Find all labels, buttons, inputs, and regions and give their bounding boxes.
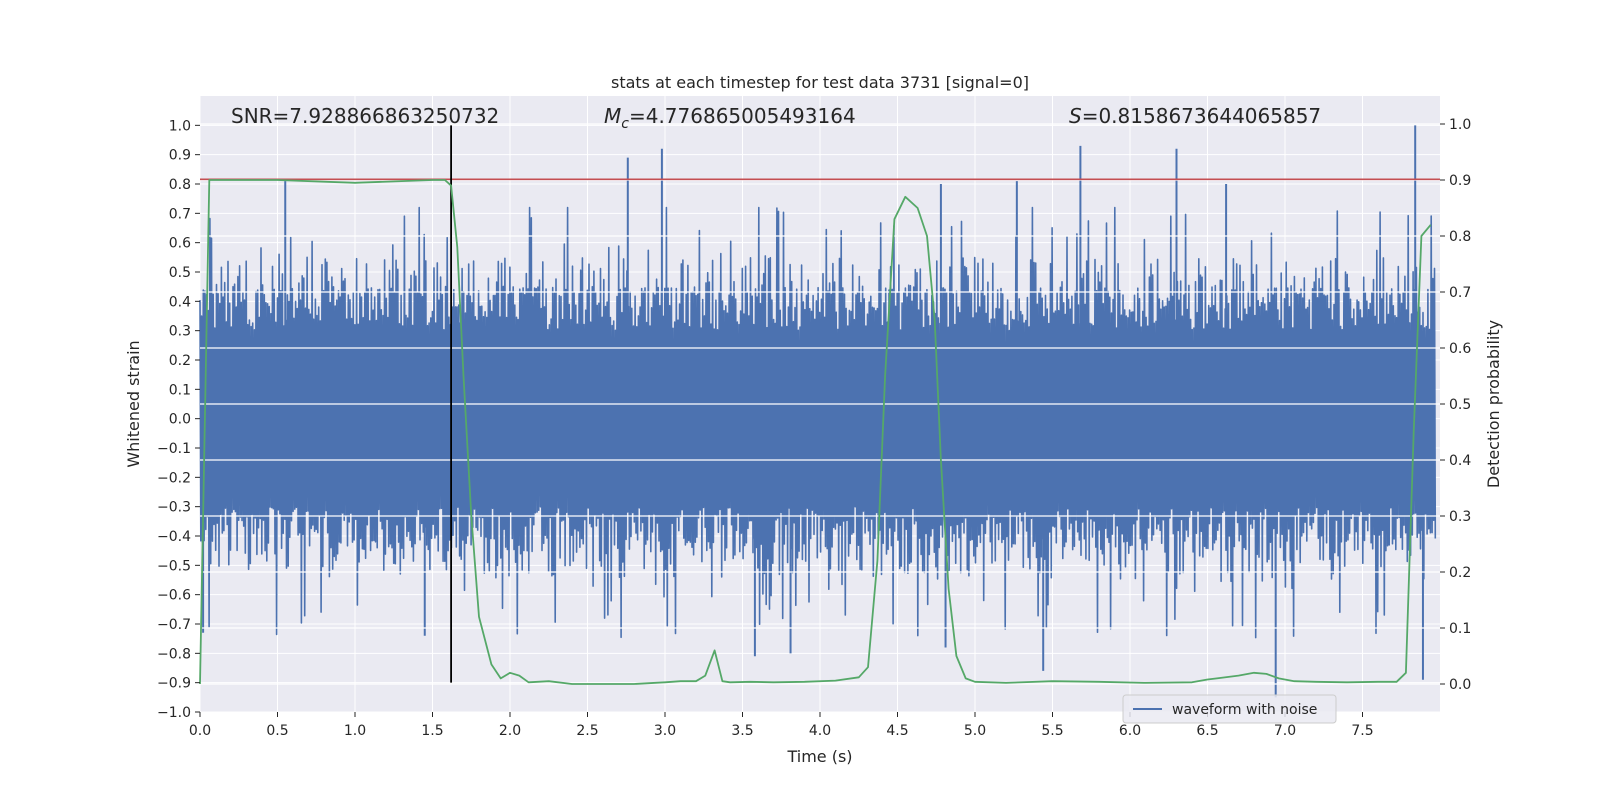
y-left-tick-label: −0.7 xyxy=(157,617,191,633)
s-value: =0.8158673644065857 xyxy=(1082,104,1321,128)
x-tick-label: 2.5 xyxy=(576,723,598,739)
y-right-tick-label: 0.5 xyxy=(1449,397,1471,413)
x-tick-label: 1.0 xyxy=(344,723,366,739)
legend-label: waveform with noise xyxy=(1172,702,1317,718)
y-left-tick-label: −0.8 xyxy=(157,646,191,662)
y-left-tick-label: −0.6 xyxy=(157,588,191,604)
y-right-tick-label: 0.6 xyxy=(1449,341,1471,357)
y-right-tick-label: 0.0 xyxy=(1449,677,1471,693)
x-tick-label: 6.5 xyxy=(1196,723,1218,739)
y-right-tick-label: 0.4 xyxy=(1449,453,1471,469)
y-left-tick-label: −0.2 xyxy=(157,470,191,486)
y-left-tick-label: 0.2 xyxy=(169,353,191,369)
y-axis-label-left: Whitened strain xyxy=(124,340,143,467)
mc-subscript: c xyxy=(621,116,629,132)
s-annotation: S=0.8158673644065857 xyxy=(1069,104,1321,128)
waveform-series xyxy=(199,125,1437,698)
y-right-tick-label: 0.8 xyxy=(1449,229,1471,245)
y-right-tick-label: 0.9 xyxy=(1449,173,1471,189)
y-left-tick-label: −0.3 xyxy=(157,500,191,516)
tick-labels: 0.0 0.5 1.0 1.5 2.0 2.5 3.0 3.5 4.0 4.5 5.0 5.5 6.0 6… xyxy=(157,117,1471,739)
y-left-tick-label: 0.4 xyxy=(169,294,191,310)
x-tick-label: 2.0 xyxy=(499,723,521,739)
y-right-tick-label: 0.7 xyxy=(1449,285,1471,301)
y-right-tick-label: 0.1 xyxy=(1449,621,1471,637)
legend-box xyxy=(1122,694,1337,724)
x-tick-label: 7.5 xyxy=(1351,723,1373,739)
y-left-tick-label: 0.5 xyxy=(169,265,191,281)
x-tick-label: 1.5 xyxy=(421,723,443,739)
mc-value: =4.776865005493164 xyxy=(629,104,856,128)
x-tick-label: 0.0 xyxy=(189,723,211,739)
y-left-tick-label: 0.8 xyxy=(169,177,191,193)
x-tick-label: 7.0 xyxy=(1274,723,1296,739)
y-left-tick-label: 1.0 xyxy=(169,118,191,134)
x-tick-label: 6.0 xyxy=(1119,723,1141,739)
y-right-tick-label: 0.2 xyxy=(1449,565,1471,581)
y-left-tick-label: −0.5 xyxy=(157,558,191,574)
y-left-tick-label: 0.7 xyxy=(169,206,191,222)
probability-line xyxy=(199,179,1432,685)
chirp-mass-annotation: Mc=4.776865005493164 xyxy=(604,104,856,132)
mc-symbol: M xyxy=(604,104,621,128)
y-left-tick-label: 0.6 xyxy=(169,236,191,252)
x-tick-label: 4.0 xyxy=(809,723,831,739)
x-tick-label: 5.5 xyxy=(1041,723,1063,739)
legend: waveform with noise xyxy=(1122,694,1337,724)
y-left-tick-label: −0.4 xyxy=(157,529,191,545)
y-axis-label-right: Detection probability xyxy=(1484,320,1503,488)
y-left-tick-label: 0.0 xyxy=(169,412,191,428)
snr-annotation: SNR=7.928866863250732 xyxy=(231,104,499,128)
y-left-tick-label: 0.9 xyxy=(169,148,191,164)
y-left-tick-label: 0.1 xyxy=(169,382,191,398)
x-tick-label: 3.0 xyxy=(654,723,676,739)
y-right-tick-label: 1.0 xyxy=(1449,117,1471,133)
x-tick-label: 5.0 xyxy=(964,723,986,739)
x-axis-label: Time (s) xyxy=(786,747,852,766)
y-left-tick-label: −0.9 xyxy=(157,676,191,692)
chart-title: stats at each timestep for test data 373… xyxy=(611,73,1029,92)
y-left-tick-label: −1.0 xyxy=(157,705,191,721)
overlay-lines xyxy=(199,123,1440,685)
x-tick-label: 4.5 xyxy=(886,723,908,739)
x-tick-label: 0.5 xyxy=(266,723,288,739)
y-left-tick-label: −0.1 xyxy=(157,441,191,457)
x-tick-label: 3.5 xyxy=(731,723,753,739)
y-left-tick-label: 0.3 xyxy=(169,324,191,340)
y-right-tick-label: 0.3 xyxy=(1449,509,1471,525)
s-symbol: S xyxy=(1069,104,1082,128)
waveform-line xyxy=(199,206,1437,639)
